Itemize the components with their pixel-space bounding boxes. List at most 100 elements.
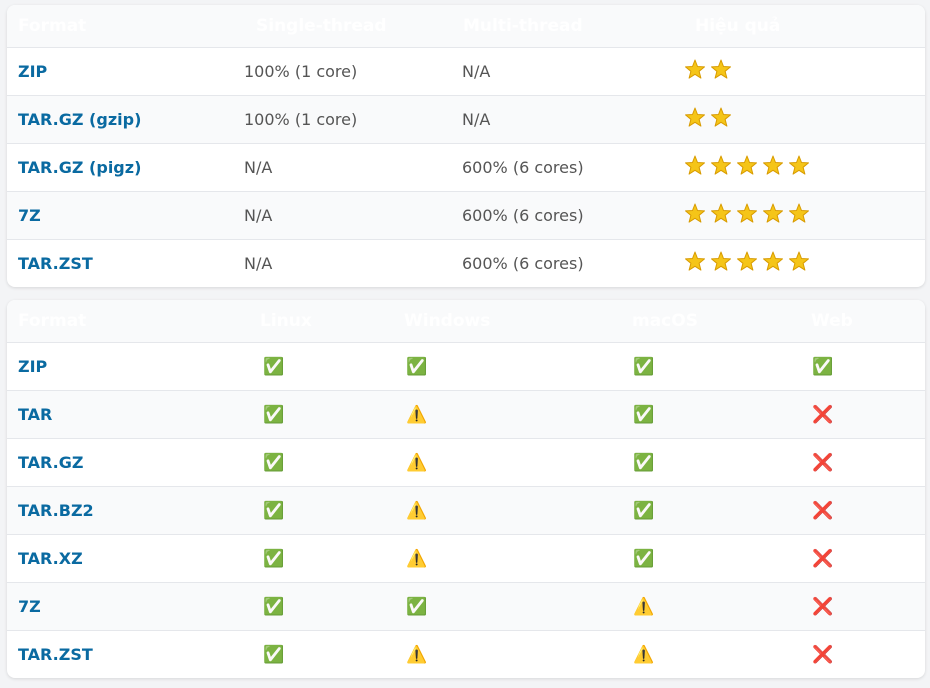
header-cell: Multi-thread bbox=[463, 16, 583, 36]
status-icon: ✅ bbox=[263, 548, 285, 569]
table-row: TAR.BZ2 ✅ ⚠️ ✅ ❌ bbox=[7, 486, 925, 534]
header-cell: Hiệu quả bbox=[695, 16, 781, 36]
status-icon: ⚠️ bbox=[406, 500, 428, 521]
table-row: TAR.ZST ✅ ⚠️ ⚠️ ❌ bbox=[7, 630, 925, 678]
star bbox=[737, 251, 757, 271]
status-icon: ❌ bbox=[812, 404, 834, 425]
cell-value: 600% (6 cores) bbox=[462, 254, 584, 273]
performance-table: Format Single-thread Multi-thread Hiệu quả Z… bbox=[7, 5, 925, 287]
table-row: 7Z ✅ ✅ ⚠️ ❌ bbox=[7, 582, 925, 630]
format-name: TAR.ZST bbox=[18, 645, 93, 664]
status-icon: ✅ bbox=[263, 500, 285, 521]
star bbox=[763, 203, 783, 223]
rating-cell bbox=[683, 59, 925, 85]
star bbox=[711, 251, 731, 271]
compatibility-table: Format Linux Windows macOS Web ZIP ✅ ✅ ✅ ✅ TAR ✅ ⚠️ ✅… bbox=[7, 300, 925, 678]
table-row: TAR.GZ (pigz) N/A 600% (6 cores) bbox=[7, 143, 925, 191]
table-row: TAR.XZ ✅ ⚠️ ✅ ❌ bbox=[7, 534, 925, 582]
star bbox=[789, 203, 809, 223]
status-icon: ✅ bbox=[263, 356, 285, 377]
star bbox=[763, 155, 783, 175]
star-rating bbox=[685, 107, 731, 127]
status-icon: ✅ bbox=[263, 404, 285, 425]
table-row: ZIP ✅ ✅ ✅ ✅ bbox=[7, 342, 925, 390]
header-cell: Format bbox=[18, 311, 87, 331]
status-icon: ✅ bbox=[633, 404, 655, 425]
star bbox=[685, 107, 705, 127]
status-icon: ✅ bbox=[263, 644, 285, 665]
cell-value: 100% (1 core) bbox=[244, 62, 358, 81]
status-icon: ✅ bbox=[633, 356, 655, 377]
status-icon: ❌ bbox=[812, 596, 834, 617]
table-row: ZIP 100% (1 core) N/A bbox=[7, 47, 925, 95]
cell-value: N/A bbox=[244, 254, 273, 273]
status-icon: ✅ bbox=[633, 548, 655, 569]
format-name: 7Z bbox=[18, 206, 41, 225]
format-name: TAR bbox=[18, 405, 53, 424]
format-name: TAR.GZ bbox=[18, 453, 84, 472]
format-name: TAR.GZ (pigz) bbox=[18, 158, 142, 177]
rating-cell bbox=[683, 107, 925, 133]
status-icon: ⚠️ bbox=[633, 644, 655, 665]
star bbox=[711, 107, 731, 127]
status-icon: ⚠️ bbox=[633, 596, 655, 617]
cell-value: 600% (6 cores) bbox=[462, 206, 584, 225]
star bbox=[685, 59, 705, 79]
header-cell: macOS bbox=[632, 311, 698, 331]
status-icon: ⚠️ bbox=[406, 452, 428, 473]
rating-cell bbox=[683, 251, 925, 277]
table-row: TAR.GZ (gzip) 100% (1 core) N/A bbox=[7, 95, 925, 143]
status-icon: ⚠️ bbox=[406, 644, 428, 665]
format-name: TAR.BZ2 bbox=[18, 501, 94, 520]
cell-value: N/A bbox=[244, 206, 273, 225]
star-rating bbox=[685, 155, 809, 175]
header-cell: Linux bbox=[260, 311, 312, 331]
status-icon: ✅ bbox=[633, 452, 655, 473]
star bbox=[685, 251, 705, 271]
status-icon: ✅ bbox=[263, 452, 285, 473]
table-row: TAR ✅ ⚠️ ✅ ❌ bbox=[7, 390, 925, 438]
status-icon: ✅ bbox=[406, 596, 428, 617]
cell-value: 100% (1 core) bbox=[244, 110, 358, 129]
rating-cell bbox=[683, 155, 925, 181]
format-name: TAR.GZ (gzip) bbox=[18, 110, 142, 129]
cell-value: N/A bbox=[244, 158, 273, 177]
table-row: 7Z N/A 600% (6 cores) bbox=[7, 191, 925, 239]
cell-value: N/A bbox=[462, 62, 491, 81]
star bbox=[685, 203, 705, 223]
star bbox=[737, 203, 757, 223]
star bbox=[789, 155, 809, 175]
status-icon: ⚠️ bbox=[406, 548, 428, 569]
status-icon: ❌ bbox=[812, 644, 834, 665]
header-cell: Format bbox=[18, 16, 87, 36]
star bbox=[789, 251, 809, 271]
format-name: 7Z bbox=[18, 597, 41, 616]
status-icon: ✅ bbox=[406, 356, 428, 377]
format-name: TAR.ZST bbox=[18, 254, 93, 273]
table-row: TAR.GZ ✅ ⚠️ ✅ ❌ bbox=[7, 438, 925, 486]
status-icon: ✅ bbox=[812, 356, 834, 377]
format-name: ZIP bbox=[18, 357, 48, 376]
header-cell: Single-thread bbox=[256, 16, 387, 36]
cell-value: N/A bbox=[462, 110, 491, 129]
header-row: Format Single-thread Multi-thread Hiệu quả bbox=[7, 5, 925, 47]
star-rating bbox=[685, 251, 809, 271]
format-name: TAR.XZ bbox=[18, 549, 83, 568]
status-icon: ⚠️ bbox=[406, 404, 428, 425]
star bbox=[685, 155, 705, 175]
star bbox=[711, 203, 731, 223]
cell-value: 600% (6 cores) bbox=[462, 158, 584, 177]
star bbox=[737, 155, 757, 175]
status-icon: ❌ bbox=[812, 548, 834, 569]
star-rating bbox=[685, 203, 809, 223]
header-cell: Windows bbox=[404, 311, 491, 331]
table-row: TAR.ZST N/A 600% (6 cores) bbox=[7, 239, 925, 287]
star bbox=[763, 251, 783, 271]
format-name: ZIP bbox=[18, 62, 48, 81]
header-cell: Web bbox=[811, 311, 853, 331]
star bbox=[711, 59, 731, 79]
status-icon: ✅ bbox=[263, 596, 285, 617]
status-icon: ❌ bbox=[812, 500, 834, 521]
status-icon: ✅ bbox=[633, 500, 655, 521]
